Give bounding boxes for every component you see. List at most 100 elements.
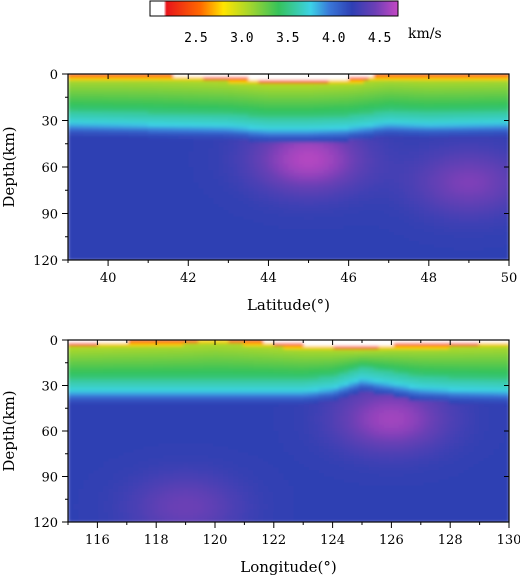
velocity-cell [278,74,285,78]
velocity-cell [138,95,144,100]
velocity-cell [303,95,310,100]
velocity-cell [233,157,239,162]
velocity-cell [313,92,320,97]
velocity-cell [243,163,250,168]
velocity-cell [103,256,109,260]
velocity-cell [93,247,99,252]
velocity-cell [403,132,410,137]
velocity-cell [123,89,129,94]
velocity-cell [478,151,485,156]
velocity-cell [168,114,174,118]
velocity-cell [83,232,89,236]
velocity-cell [308,77,315,81]
velocity-cell [368,105,375,109]
velocity-cell [263,136,270,140]
velocity-cell [118,188,124,193]
velocity-cell [423,194,430,199]
velocity-cell [163,225,169,230]
velocity-cell [88,74,94,78]
velocity-cell [458,216,465,221]
velocity-cell [223,160,229,165]
velocity-cell [203,216,209,221]
velocity-cell [173,95,179,100]
velocity-cell [78,235,84,239]
velocity-cell [133,207,139,211]
velocity-cell [253,142,260,146]
velocity-cell [333,160,340,165]
velocity-cell [173,89,179,94]
velocity-cell [418,120,425,125]
velocity-cell [418,117,425,122]
velocity-cell [363,216,370,221]
velocity-cell [273,157,280,162]
velocity-cell [313,204,320,208]
velocity-cell [293,229,300,233]
velocity-cell [168,74,174,78]
velocity-cell [338,185,345,190]
velocity-cell [473,105,480,109]
velocity-cell [123,201,129,205]
velocity-cell [133,157,139,162]
velocity-cell [343,160,350,165]
velocity-cell [278,244,285,249]
velocity-cell [283,247,290,252]
velocity-cell [83,238,89,242]
velocity-cell [143,132,149,137]
velocity-cell [173,182,179,187]
velocity-cell [158,160,164,165]
velocity-cell [133,95,139,100]
velocity-cell [123,151,129,156]
velocity-cell [158,201,164,205]
velocity-cell [128,232,134,236]
velocity-cell [143,108,149,112]
velocity-cell [333,132,340,137]
velocity-cell [478,173,485,177]
velocity-cell [198,111,204,115]
velocity-cell [263,86,270,91]
velocity-cell [88,139,94,143]
velocity-cell [328,126,335,131]
velocity-cell [133,229,139,233]
velocity-cell [333,244,340,249]
velocity-cell [228,129,234,134]
velocity-cell [158,216,164,221]
velocity-cell [213,142,219,146]
velocity-cell [333,145,340,149]
velocity-cell [373,179,380,184]
velocity-cell [368,247,375,252]
velocity-cell [113,132,119,137]
velocity-cell [358,167,365,171]
velocity-cell [103,139,109,143]
velocity-cell [248,241,255,246]
velocity-cell [188,188,194,193]
velocity-cell [278,232,285,236]
velocity-cell [408,145,415,149]
velocity-cell [448,108,455,112]
velocity-cell [148,108,154,112]
velocity-cell [413,111,420,115]
velocity-cell [188,77,194,81]
velocity-cell [478,213,485,218]
velocity-cell [398,191,405,196]
velocity-cell [398,132,405,137]
velocity-cell [408,256,415,260]
velocity-cell [448,185,455,190]
velocity-cell [198,194,204,199]
velocity-cell [243,77,250,81]
velocity-cell [183,229,189,233]
velocity-cell [283,136,290,140]
velocity-cell [158,173,164,177]
velocity-cell [178,247,184,252]
velocity-cell [448,222,455,227]
velocity-cell [343,136,350,140]
velocity-cell [478,170,485,174]
velocity-cell [303,244,310,249]
velocity-cell [288,194,295,199]
velocity-cell [388,120,395,125]
velocity-cell [428,129,435,134]
velocity-cell [213,201,219,205]
velocity-cell [223,247,229,252]
velocity-cell [168,201,174,205]
velocity-cell [228,98,234,103]
velocity-cell [393,256,400,260]
